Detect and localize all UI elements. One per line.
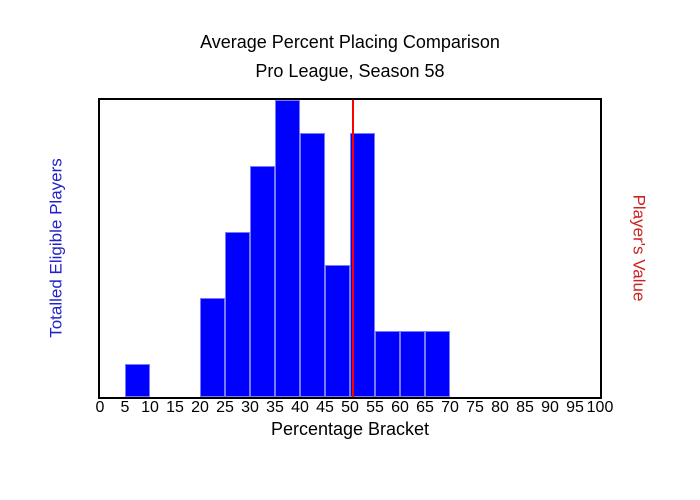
histogram-bar bbox=[250, 166, 275, 397]
x-tick-label: 45 bbox=[316, 399, 334, 416]
y-axis-label-right: Player's Value bbox=[629, 194, 649, 302]
x-tick-label: 10 bbox=[141, 399, 159, 416]
x-tick-label: 100 bbox=[586, 399, 614, 416]
chart-title: Average Percent Placing Comparison bbox=[200, 32, 500, 52]
x-tick-label: 60 bbox=[391, 399, 409, 416]
x-tick-label: 40 bbox=[291, 399, 309, 416]
histogram-bar bbox=[275, 100, 300, 397]
histogram-bar bbox=[400, 331, 425, 397]
x-tick-label: 95 bbox=[566, 399, 584, 416]
x-tick-label: 20 bbox=[191, 399, 209, 416]
x-tick-label: 65 bbox=[416, 399, 434, 416]
x-tick-label: 90 bbox=[541, 399, 559, 416]
x-tick-label: 15 bbox=[166, 399, 184, 416]
player-value-line bbox=[352, 100, 354, 397]
histogram-bar bbox=[425, 331, 450, 397]
x-tick-label: 80 bbox=[491, 399, 509, 416]
x-tick-label: 35 bbox=[266, 399, 284, 416]
x-tick-label: 55 bbox=[366, 399, 384, 416]
x-tick-label: 50 bbox=[341, 399, 359, 416]
chart-subtitle: Pro League, Season 58 bbox=[255, 61, 445, 81]
x-tick-label: 30 bbox=[241, 399, 259, 416]
plot-area bbox=[98, 98, 602, 399]
x-tick-label: 70 bbox=[441, 399, 459, 416]
x-axis-label: Percentage Bracket bbox=[270, 419, 430, 439]
x-axis-ticks: 0 5 10 15 20 25 30 35 40 45 50 55 60 65 70 75 80 85 90 95 10… bbox=[96, 399, 614, 419]
y-axis-label-left: Totalled Eligible Players bbox=[46, 158, 66, 338]
histogram-bar bbox=[375, 331, 400, 397]
histogram-bar bbox=[225, 232, 250, 397]
x-tick-label: 5 bbox=[120, 399, 130, 416]
histogram-bar bbox=[350, 133, 375, 397]
x-tick-label: 25 bbox=[216, 399, 234, 416]
histogram-bar bbox=[200, 298, 225, 397]
x-tick-label: 0 bbox=[95, 399, 105, 416]
x-tick-label: 75 bbox=[466, 399, 484, 416]
histogram-bar bbox=[325, 265, 350, 397]
histogram-bar bbox=[125, 364, 150, 397]
histogram-bar bbox=[300, 133, 325, 397]
x-tick-label: 85 bbox=[516, 399, 534, 416]
